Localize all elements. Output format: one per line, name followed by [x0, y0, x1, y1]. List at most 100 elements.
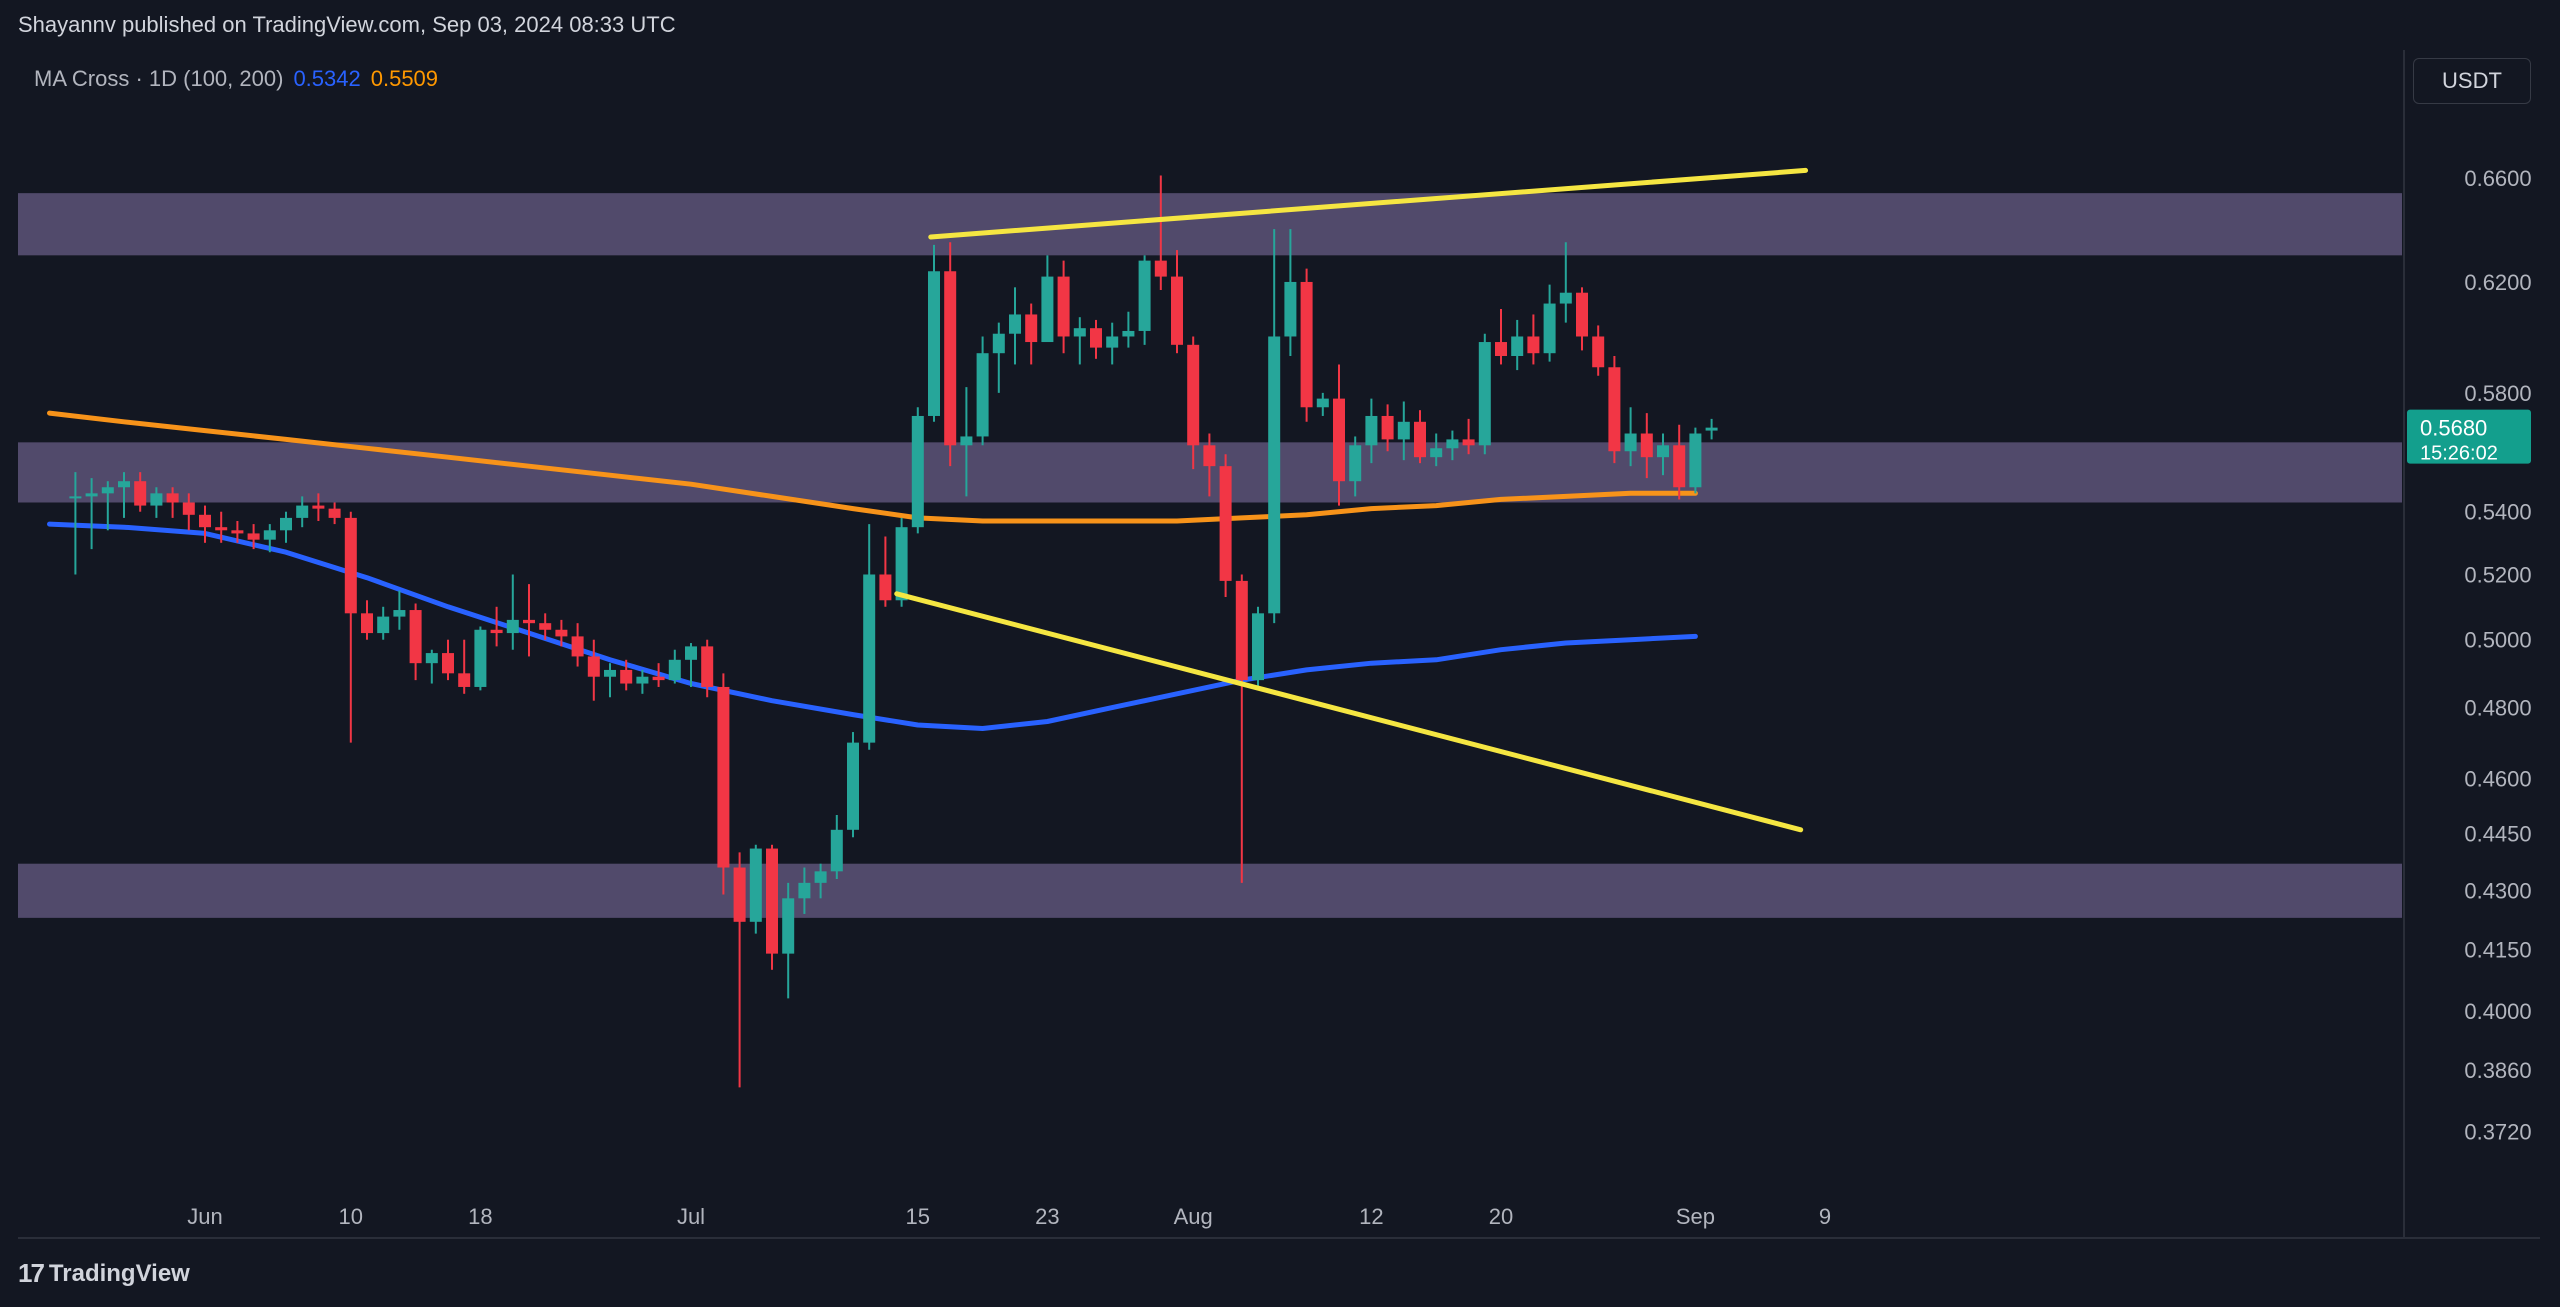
- candle: [1057, 260, 1070, 354]
- candle-body: [182, 502, 195, 515]
- candle-body: [895, 527, 908, 601]
- candle-body: [1252, 613, 1264, 681]
- candle-body: [1495, 342, 1507, 357]
- time-tick-label: 20: [1489, 1204, 1513, 1229]
- candle: [361, 600, 373, 640]
- brand-name: TradingView: [48, 1259, 190, 1287]
- time-tick-label: 12: [1359, 1204, 1383, 1229]
- candle-body: [1268, 336, 1281, 614]
- candle: [377, 606, 390, 640]
- candle-body: [150, 493, 163, 506]
- candle: [1333, 364, 1345, 506]
- candle: [134, 472, 147, 512]
- price-tick-label: 0.5000: [2464, 628, 2531, 653]
- candle: [944, 242, 957, 467]
- time-tick-label: 15: [906, 1204, 930, 1229]
- candle: [296, 496, 309, 528]
- time-axis-labels[interactable]: Jun 10 18 Jul 15 23 Aug 12 20 Sep 9: [187, 1204, 1831, 1229]
- candle: [1300, 268, 1313, 422]
- candle-body: [1657, 445, 1669, 458]
- indicator-legend[interactable]: MA Cross · 1D (100, 200) 0.5342 0.5509: [34, 66, 438, 92]
- publish-info: Shayannv published on TradingView.com, S…: [18, 12, 676, 37]
- candle: [911, 407, 924, 534]
- candle-body: [312, 505, 325, 509]
- candle: [118, 472, 130, 518]
- candle: [1511, 319, 1524, 371]
- candle: [571, 623, 584, 667]
- candle-body: [1333, 398, 1345, 482]
- candle: [231, 520, 244, 543]
- trendline: [928, 167, 1809, 240]
- candle-body: [814, 871, 827, 883]
- candle: [636, 669, 649, 694]
- candle: [1478, 333, 1491, 455]
- candle: [1316, 392, 1329, 416]
- candle: [685, 643, 697, 687]
- candle-body: [928, 271, 940, 416]
- candle-body: [474, 629, 487, 687]
- candle-body: [1608, 367, 1621, 452]
- candle: [215, 511, 228, 543]
- candle: [458, 639, 471, 694]
- candle-body: [960, 436, 973, 446]
- candle-body: [1592, 336, 1605, 368]
- candle-body: [458, 673, 471, 687]
- candle: [199, 505, 211, 543]
- candle-body: [1235, 580, 1248, 681]
- candle: [1414, 410, 1426, 464]
- candle: [1349, 436, 1362, 497]
- candle-body: [798, 882, 811, 899]
- candle-body: [393, 610, 406, 617]
- candle-body: [1203, 445, 1216, 467]
- candle: [280, 511, 292, 543]
- candle-body: [1219, 466, 1232, 581]
- candlestick-series[interactable]: [69, 175, 1718, 1088]
- candle: [814, 863, 827, 899]
- candle-body: [1316, 398, 1329, 408]
- candle: [1073, 317, 1086, 365]
- candle-body: [976, 353, 989, 437]
- candle: [425, 649, 438, 684]
- candle: [895, 517, 908, 607]
- candle-body: [1414, 421, 1426, 458]
- candle: [312, 493, 325, 521]
- candle-body: [231, 530, 244, 534]
- price-tick-label: 0.4150: [2464, 938, 2531, 963]
- candle-body: [685, 646, 697, 660]
- candle: [555, 619, 568, 647]
- time-tick-label: Jul: [677, 1204, 705, 1229]
- time-tick-label: 18: [468, 1204, 492, 1229]
- tradingview-logo[interactable]: 17 TradingView: [18, 1258, 190, 1289]
- candle: [263, 524, 276, 553]
- price-tick-label: 0.4600: [2464, 766, 2531, 791]
- candle-body: [1511, 336, 1524, 357]
- candle-body: [344, 517, 357, 614]
- candle-body: [101, 487, 114, 494]
- price-tick-label: 0.5200: [2464, 562, 2531, 587]
- candle: [1624, 407, 1637, 467]
- currency-button[interactable]: USDT: [2413, 58, 2531, 104]
- candle-body: [425, 653, 438, 664]
- candle: [717, 673, 730, 895]
- candle: [1106, 322, 1119, 365]
- candle: [1268, 229, 1281, 624]
- candle: [620, 659, 633, 691]
- candle-body: [944, 271, 957, 446]
- ma200-value: 0.5509: [370, 66, 439, 91]
- price-zone: [18, 863, 2402, 918]
- candle: [928, 244, 940, 422]
- candle: [344, 511, 357, 743]
- candle-body: [523, 619, 535, 624]
- candle-body: [1365, 415, 1378, 446]
- candle: [1592, 325, 1605, 376]
- candle: [798, 867, 811, 914]
- candle-body: [992, 333, 1005, 354]
- candle-body: [1349, 445, 1362, 482]
- price-axis-labels[interactable]: 0.6600 0.6200 0.5800 0.5400 0.5200 0.5000 0.48…: [2464, 166, 2531, 1145]
- candle-body: [749, 848, 762, 922]
- candle-body: [1624, 433, 1637, 452]
- candle: [490, 606, 503, 647]
- candle: [960, 387, 973, 497]
- candle-body: [506, 619, 519, 634]
